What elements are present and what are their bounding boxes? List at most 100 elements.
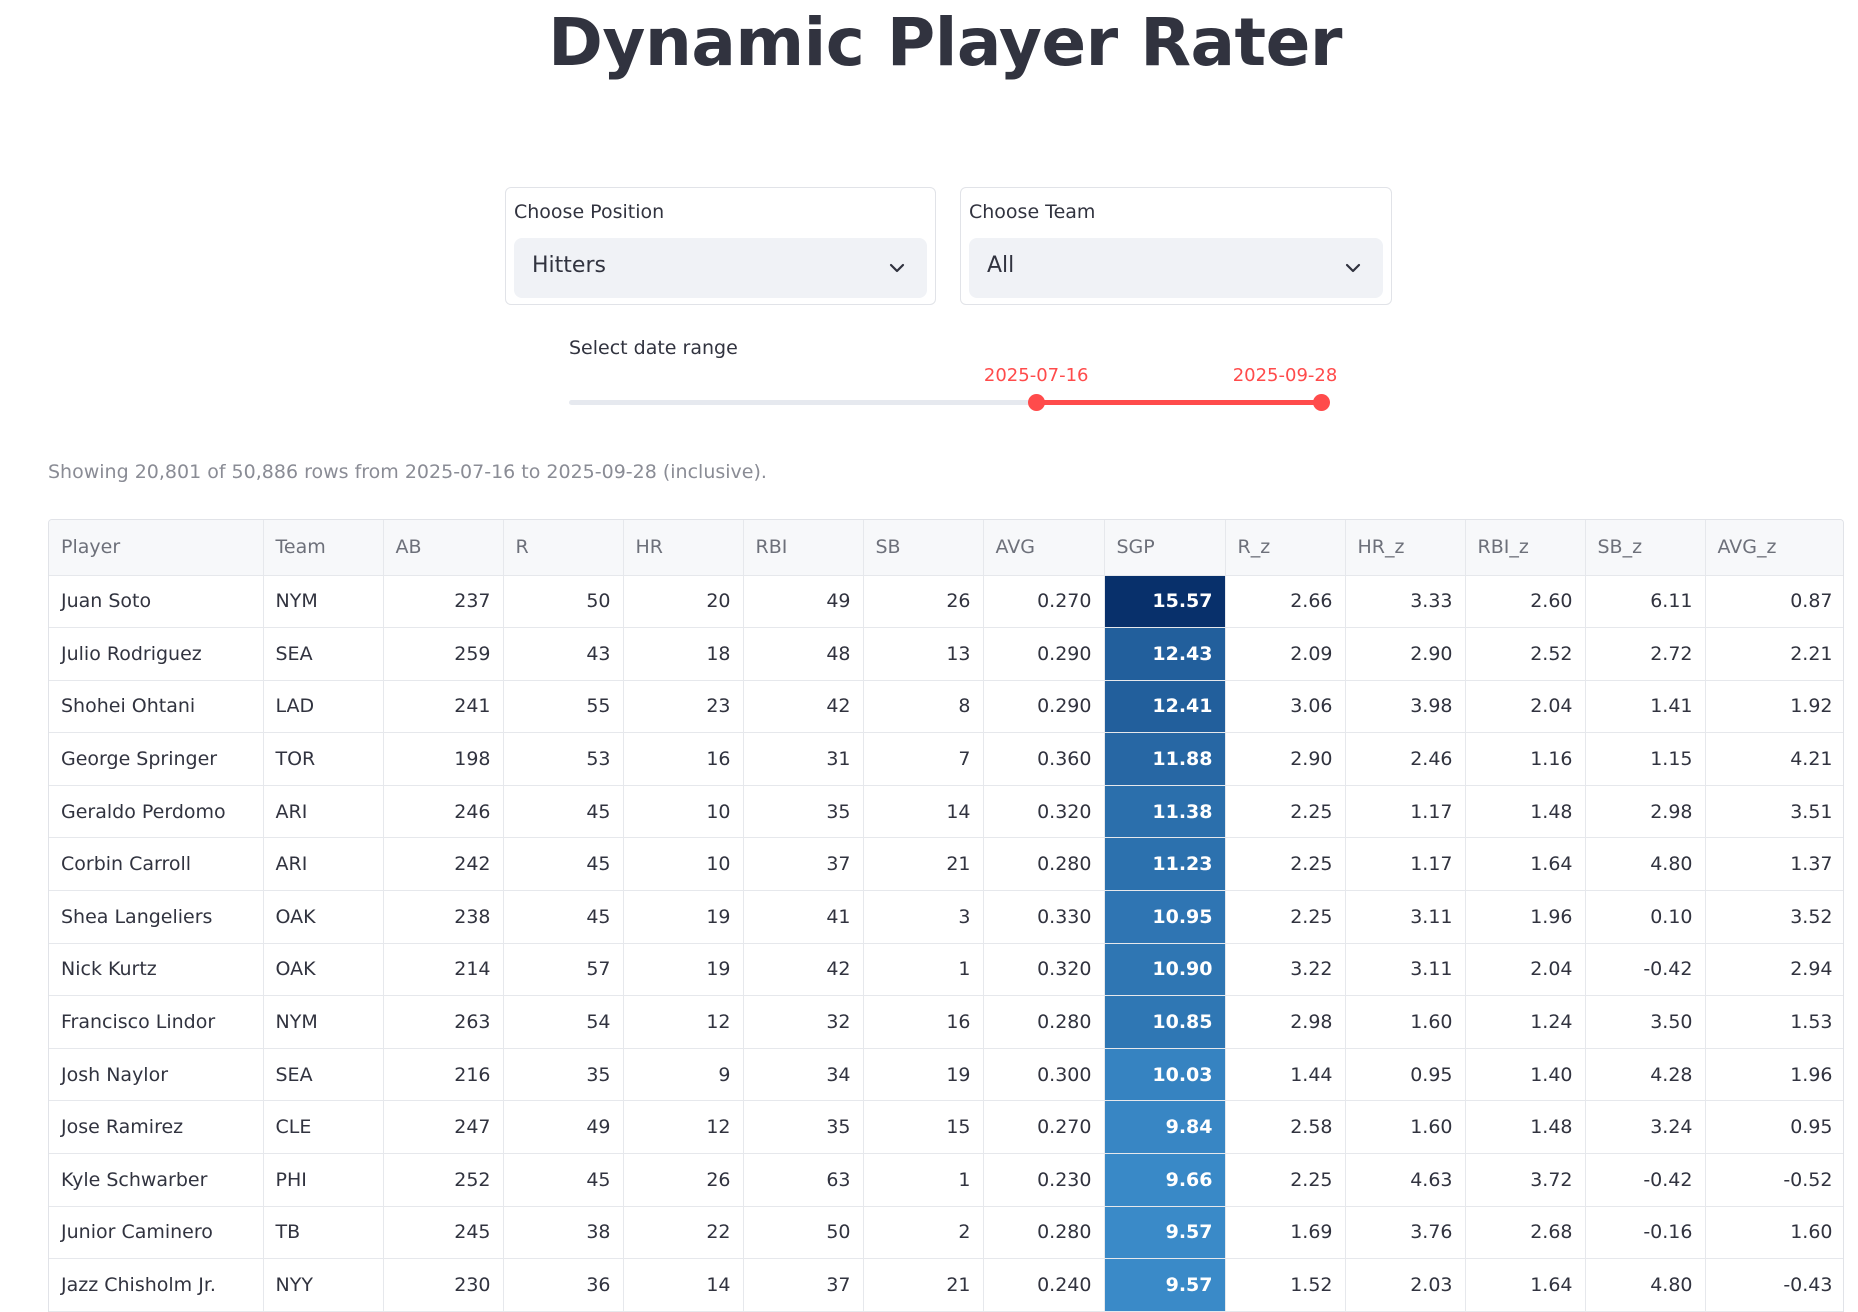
cell-hr-z: 3.11 xyxy=(1345,890,1466,944)
table-row[interactable]: Francisco Lindor NYM 263 54 12 32 16 0.280 10.85… xyxy=(49,995,1843,1049)
cell-team: NYM xyxy=(263,995,384,1049)
cell-team: NYM xyxy=(263,575,384,629)
cell-hr-z: 2.46 xyxy=(1345,732,1466,786)
column-header-sb-z[interactable]: SB_z xyxy=(1585,520,1706,576)
cell-ab: 259 xyxy=(383,627,504,681)
column-header-r[interactable]: R xyxy=(503,520,624,576)
cell-r: 45 xyxy=(503,1153,624,1207)
cell-team: SEA xyxy=(263,1048,384,1102)
cell-ab: 238 xyxy=(383,890,504,944)
table-row[interactable]: Kyle Schwarber PHI 252 45 26 63 1 0.230 9.66 2.25… xyxy=(49,1153,1843,1207)
cell-sgp: 12.43 xyxy=(1104,627,1226,681)
cell-sb: 1 xyxy=(863,1153,984,1207)
cell-player: Shohei Ohtani xyxy=(49,680,264,734)
cell-r-z: 2.25 xyxy=(1225,785,1346,839)
cell-rbi-z: 1.64 xyxy=(1465,1258,1586,1312)
column-header-r-z[interactable]: R_z xyxy=(1225,520,1346,576)
cell-avg-z: 0.87 xyxy=(1705,575,1843,629)
cell-sb: 1 xyxy=(863,943,984,997)
cell-hr-z: 1.60 xyxy=(1345,995,1466,1049)
cell-r: 55 xyxy=(503,680,624,734)
cell-hr-z: 3.33 xyxy=(1345,575,1466,629)
table-row[interactable]: Nick Kurtz OAK 214 57 19 42 1 0.320 10.90 3.22 3.1… xyxy=(49,943,1843,997)
cell-sb-z: 1.41 xyxy=(1585,680,1706,734)
position-select-value: Hitters xyxy=(532,253,606,278)
cell-r-z: 2.90 xyxy=(1225,732,1346,786)
cell-sb: 14 xyxy=(863,785,984,839)
date-range-start-handle[interactable] xyxy=(1028,394,1046,411)
position-select-container: Choose Position Hitters xyxy=(505,187,936,305)
cell-sgp: 9.66 xyxy=(1104,1153,1226,1207)
table-row[interactable]: Juan Soto NYM 237 50 20 49 26 0.270 15.57 2.66 3.3… xyxy=(49,575,1843,629)
cell-hr: 19 xyxy=(623,943,744,997)
cell-sb-z: 4.28 xyxy=(1585,1048,1706,1102)
cell-ab: 242 xyxy=(383,837,504,892)
cell-hr: 16 xyxy=(623,732,744,786)
cell-sb-z: -0.42 xyxy=(1585,1153,1706,1207)
cell-hr-z: 0.95 xyxy=(1345,1048,1466,1102)
table-row[interactable]: Shohei Ohtani LAD 241 55 23 42 8 0.290 12.41 3.06… xyxy=(49,680,1843,734)
cell-ab: 247 xyxy=(383,1100,504,1155)
cell-avg: 0.280 xyxy=(983,995,1105,1049)
cell-sb: 8 xyxy=(863,680,984,734)
cell-sgp: 10.90 xyxy=(1104,943,1226,997)
cell-r-z: 3.22 xyxy=(1225,943,1346,997)
cell-sb: 21 xyxy=(863,1258,984,1312)
cell-avg: 0.330 xyxy=(983,890,1105,944)
position-select[interactable]: Hitters xyxy=(514,238,927,298)
column-header-avg-z[interactable]: AVG_z xyxy=(1705,520,1843,576)
cell-sb-z: 1.15 xyxy=(1585,732,1706,786)
cell-r: 36 xyxy=(503,1258,624,1312)
cell-sgp: 15.57 xyxy=(1104,575,1226,629)
table-row[interactable]: George Springer TOR 198 53 16 31 7 0.360 11.88 2.… xyxy=(49,732,1843,786)
cell-team: ARI xyxy=(263,837,384,892)
column-header-rbi-z[interactable]: RBI_z xyxy=(1465,520,1586,576)
cell-player: Geraldo Perdomo xyxy=(49,785,264,839)
cell-r-z: 1.52 xyxy=(1225,1258,1346,1312)
cell-avg-z: 4.21 xyxy=(1705,732,1843,786)
column-header-hr[interactable]: HR xyxy=(623,520,744,576)
cell-avg-z: -0.43 xyxy=(1705,1258,1843,1312)
table-row[interactable]: Julio Rodriguez SEA 259 43 18 48 13 0.290 12.43 2… xyxy=(49,627,1843,681)
column-header-sgp[interactable]: SGP xyxy=(1104,520,1226,576)
column-header-ab[interactable]: AB xyxy=(383,520,504,576)
team-select[interactable]: All xyxy=(969,238,1383,298)
column-header-rbi[interactable]: RBI xyxy=(743,520,864,576)
cell-hr: 9 xyxy=(623,1048,744,1102)
column-header-team[interactable]: Team xyxy=(263,520,384,576)
date-range-end-handle[interactable] xyxy=(1313,394,1330,411)
table-row[interactable]: Jazz Chisholm Jr. NYY 230 36 14 37 21 0.240 9.57… xyxy=(49,1258,1843,1312)
cell-ab: 216 xyxy=(383,1048,504,1102)
cell-sgp: 10.85 xyxy=(1104,995,1226,1049)
table-row[interactable]: Junior Caminero TB 245 38 22 50 2 0.280 9.57 1.69… xyxy=(49,1206,1843,1260)
cell-player: Jose Ramirez xyxy=(49,1100,264,1155)
table-row[interactable]: Josh Naylor SEA 216 35 9 34 19 0.300 10.03 1.44 0.… xyxy=(49,1048,1843,1102)
cell-r: 53 xyxy=(503,732,624,786)
cell-hr: 20 xyxy=(623,575,744,629)
column-header-hr-z[interactable]: HR_z xyxy=(1345,520,1466,576)
cell-ab: 198 xyxy=(383,732,504,786)
cell-hr-z: 2.90 xyxy=(1345,627,1466,681)
cell-rbi-z: 2.52 xyxy=(1465,627,1586,681)
column-header-sb[interactable]: SB xyxy=(863,520,984,576)
cell-team: OAK xyxy=(263,890,384,944)
cell-rbi-z: 1.24 xyxy=(1465,995,1586,1049)
cell-sb-z: 3.24 xyxy=(1585,1100,1706,1155)
cell-r-z: 3.06 xyxy=(1225,680,1346,734)
cell-r: 57 xyxy=(503,943,624,997)
column-header-player[interactable]: Player xyxy=(49,520,264,576)
cell-rbi-z: 2.68 xyxy=(1465,1206,1586,1260)
table-row[interactable]: Jose Ramirez CLE 247 49 12 35 15 0.270 9.84 2.58 1… xyxy=(49,1100,1843,1155)
cell-rbi: 50 xyxy=(743,1206,864,1260)
cell-avg-z: 2.94 xyxy=(1705,943,1843,997)
cell-avg-z: 1.60 xyxy=(1705,1206,1843,1260)
cell-rbi-z: 1.96 xyxy=(1465,890,1586,944)
table-row[interactable]: Corbin Carroll ARI 242 45 10 37 21 0.280 11.23 2.… xyxy=(49,837,1843,892)
table-row[interactable]: Geraldo Perdomo ARI 246 45 10 35 14 0.320 11.38 2… xyxy=(49,785,1843,839)
column-header-avg[interactable]: AVG xyxy=(983,520,1105,576)
cell-r: 35 xyxy=(503,1048,624,1102)
date-range-track[interactable] xyxy=(569,400,1325,405)
table-header-row: Player Team AB R HR RBI SB AVG SGP R_z HR_z RBI_z SB… xyxy=(49,520,1843,576)
team-select-container: Choose Team All xyxy=(960,187,1392,305)
table-row[interactable]: Shea Langeliers OAK 238 45 19 41 3 0.330 10.95 2.… xyxy=(49,890,1843,944)
